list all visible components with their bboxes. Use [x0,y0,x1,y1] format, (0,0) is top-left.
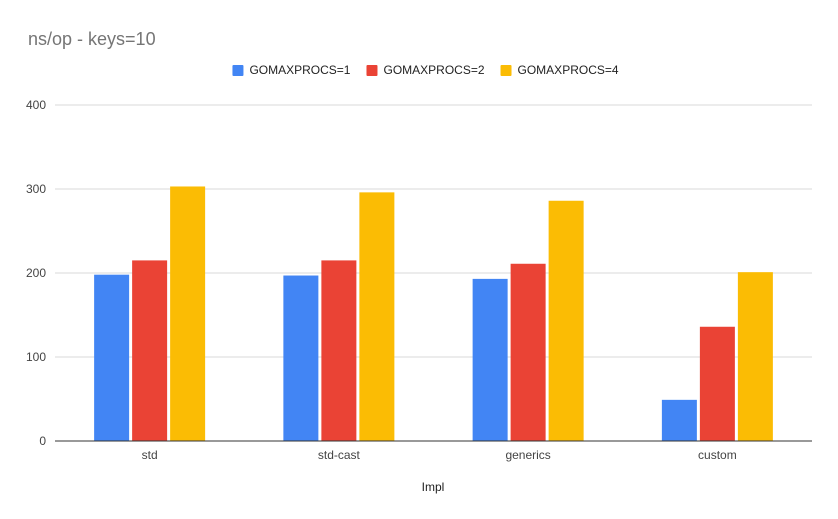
bar-custom-GOMAXPROCS=4 [737,272,773,441]
bar-std-cast-GOMAXPROCS=4 [359,192,395,441]
x-tick-label: custom [698,448,737,462]
bar-generics-GOMAXPROCS=4 [548,200,584,441]
bars [94,186,773,441]
bar-generics-GOMAXPROCS=1 [472,278,508,441]
bar-std-GOMAXPROCS=1 [94,274,130,441]
y-tick-label: 0 [39,434,46,448]
x-tick-label: std [142,448,158,462]
y-tick-label: 300 [26,182,46,196]
legend-swatch [366,65,378,76]
bar-std-GOMAXPROCS=4 [170,186,206,441]
legend-swatch [500,65,512,76]
legend-label: GOMAXPROCS=2 [383,63,484,77]
legend-label: GOMAXPROCS=1 [249,63,350,77]
y-tick-label: 100 [26,350,46,364]
bar-std-cast-GOMAXPROCS=2 [321,260,357,441]
bar-generics-GOMAXPROCS=2 [510,263,546,441]
legend-item: GOMAXPROCS=2 [366,63,485,77]
legend-label: GOMAXPROCS=4 [518,63,619,77]
y-axis-ticks: 0 100 200 300 400 [26,98,46,448]
bar-custom-GOMAXPROCS=2 [699,326,735,441]
y-tick-label: 400 [26,98,46,112]
bar-std-cast-GOMAXPROCS=1 [283,275,319,441]
y-tick-label: 200 [26,266,46,280]
x-tick-label: std-cast [318,448,361,462]
gridlines [55,104,812,358]
bar-std-GOMAXPROCS=2 [132,260,168,441]
legend-item: GOMAXPROCS=1 [232,63,351,77]
x-axis-label: Impl [422,480,445,494]
x-axis-ticks: std std-cast generics custom [142,448,737,462]
x-tick-label: generics [505,448,550,462]
legend: GOMAXPROCS=1 GOMAXPROCS=2 GOMAXPROCS=4 [232,63,619,77]
chart-title: ns/op - keys=10 [28,29,156,49]
legend-swatch [232,65,244,76]
legend-item: GOMAXPROCS=4 [500,63,619,77]
bar-custom-GOMAXPROCS=1 [661,399,697,441]
